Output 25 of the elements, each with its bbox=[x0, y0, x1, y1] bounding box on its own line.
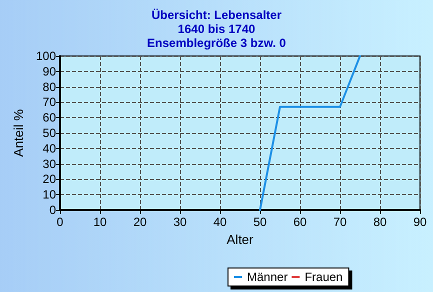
x-tick-label: 30 bbox=[173, 215, 187, 229]
y-tick-label: 80 bbox=[42, 80, 56, 94]
legend-label: Frauen bbox=[304, 270, 343, 284]
y-tick-label: 10 bbox=[42, 188, 56, 202]
y-tick-label: 30 bbox=[42, 156, 56, 171]
x-tick-label: 50 bbox=[253, 215, 267, 229]
y-tick-label: 40 bbox=[42, 141, 56, 156]
x-tick-label: 40 bbox=[213, 215, 227, 229]
y-tick-label: 90 bbox=[42, 64, 56, 78]
y-tick-label: 20 bbox=[42, 172, 56, 186]
x-axis-title: Alter bbox=[226, 232, 254, 247]
chart-title: Übersicht: Lebensalter 1640 bis 1740 Ensemblegröße 3 bzw. 0 bbox=[147, 8, 286, 50]
x-tick-label: 60 bbox=[293, 215, 307, 229]
y-axis-title: Anteil % bbox=[11, 108, 26, 157]
y-tick-label: 70 bbox=[42, 95, 56, 110]
x-tick-label: 90 bbox=[413, 215, 427, 229]
x-tick-label: 10 bbox=[93, 215, 107, 229]
y-tick-label: 100 bbox=[36, 49, 56, 63]
legend-label: Männer bbox=[247, 270, 288, 284]
y-tick-label: 0 bbox=[49, 203, 56, 217]
x-tick-label: 20 bbox=[133, 215, 147, 229]
y-tick-label: 50 bbox=[42, 126, 56, 140]
x-tick-label: 70 bbox=[333, 215, 347, 229]
x-tick-label: 80 bbox=[373, 215, 387, 229]
y-tick-label: 60 bbox=[42, 110, 56, 125]
